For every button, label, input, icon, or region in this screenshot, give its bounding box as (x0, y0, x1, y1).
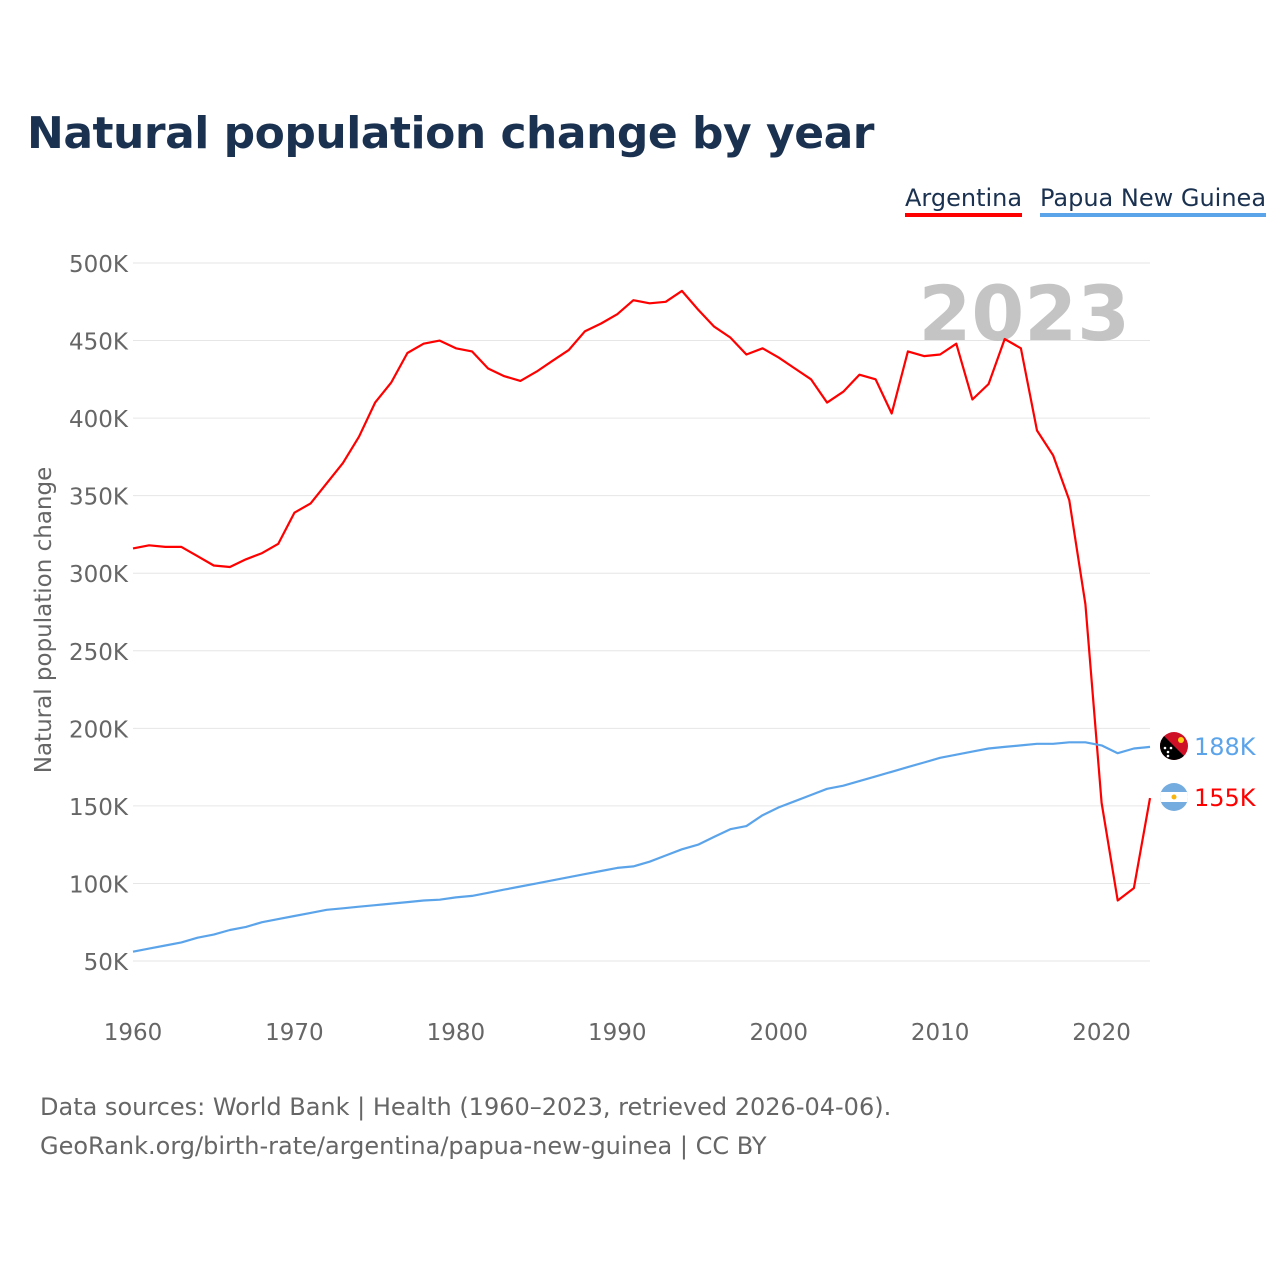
y-tick-label: 400K (69, 407, 129, 433)
chart-title: Natural population change by year (27, 108, 874, 159)
x-tick-label: 2020 (1072, 1020, 1131, 1046)
legend-papua-new-guinea[interactable]: Papua New Guinea (1040, 184, 1267, 217)
data-source-footer: Data sources: World Bank | Health (1960–… (40, 1088, 891, 1166)
source-line: Data sources: World Bank | Health (1960–… (40, 1093, 892, 1121)
y-tick-label: 450K (69, 330, 129, 356)
y-tick-label: 500K (69, 252, 129, 278)
end-value-label-argentina: 155K (1194, 784, 1257, 812)
y-tick-label: 100K (69, 872, 129, 898)
series-line-papua-new-guinea (132, 741, 1151, 953)
x-tick-label: 1980 (427, 1020, 486, 1046)
papua-new-guinea-flag-icon (1160, 732, 1188, 760)
source-url-line[interactable]: GeoRank.org/birth-rate/argentina/papua-n… (40, 1132, 767, 1160)
x-tick-label: 1960 (104, 1020, 163, 1046)
y-tick-label: 150K (69, 795, 129, 821)
y-tick-label: 350K (69, 485, 129, 511)
legend-argentina[interactable]: Argentina (905, 184, 1023, 217)
x-tick-label: 1970 (265, 1020, 324, 1046)
y-tick-label: 250K (69, 640, 129, 666)
y-axis-label: Natural population change (31, 467, 57, 774)
y-tick-label: 50K (84, 950, 129, 976)
x-tick-label: 2000 (749, 1020, 808, 1046)
series-line-argentina (132, 289, 1152, 902)
y-tick-label: 300K (69, 562, 129, 588)
y-tick-label: 200K (69, 717, 129, 743)
x-tick-label: 1990 (588, 1020, 647, 1046)
x-tick-label: 2010 (911, 1020, 970, 1046)
argentina-flag-icon (1160, 783, 1188, 811)
end-value-label-papua-new-guinea: 188K (1194, 733, 1257, 761)
year-label: 2023 (918, 269, 1130, 358)
